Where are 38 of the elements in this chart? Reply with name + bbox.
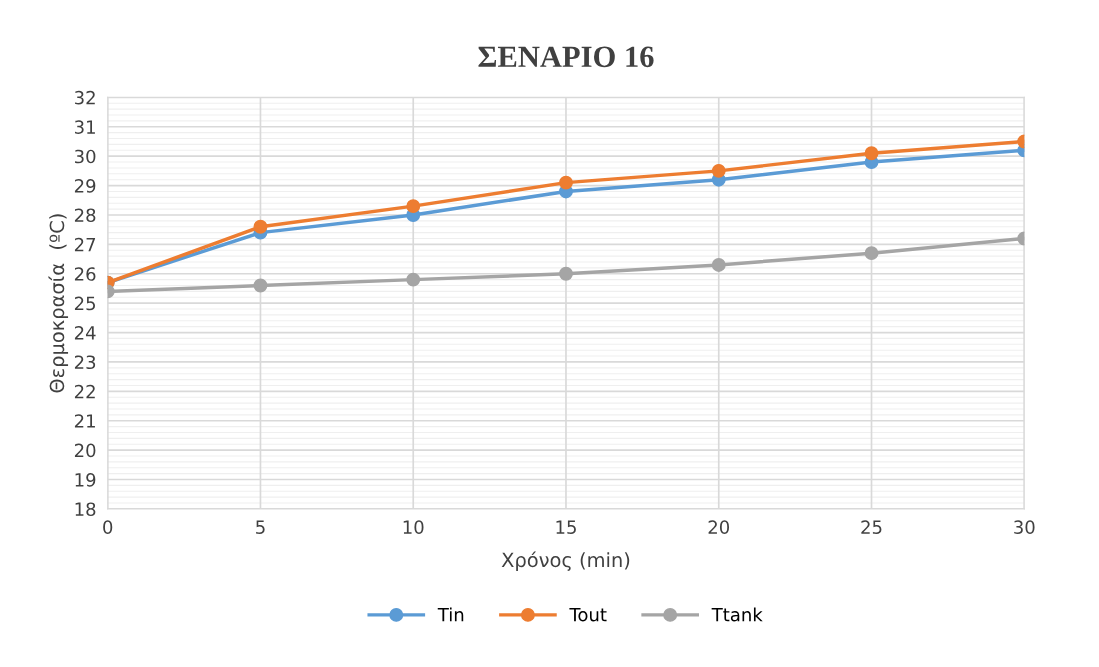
point: [406, 272, 421, 287]
y-tick-label: 21: [74, 414, 95, 428]
legend-label: Tin: [437, 607, 464, 622]
y-tick-label: 24: [74, 326, 96, 340]
x-tick-label: 10: [403, 520, 424, 535]
point: [559, 266, 573, 281]
y-tick-label: 25: [74, 296, 96, 311]
x-tick-label: 20: [708, 520, 730, 535]
y-tick-label: 27: [74, 237, 96, 252]
y-tick-label: 30: [74, 149, 96, 164]
point: [711, 257, 726, 272]
x-tick-label: 25: [861, 520, 882, 535]
chart-title: ΣΕΝΑΡΙΟ 16: [478, 46, 654, 68]
point: [559, 175, 573, 190]
x-tick-label: 5: [256, 520, 265, 535]
y-tick-label: 22: [74, 384, 95, 399]
y-tick-label: 20: [74, 443, 96, 458]
point: [864, 146, 879, 161]
y-tick-label: 28: [74, 208, 96, 223]
x-tick-label: 0: [103, 520, 113, 535]
x-tick-label: 30: [1014, 520, 1035, 535]
y-tick-label: 32: [74, 90, 95, 105]
y-tick-label: 29: [74, 179, 96, 193]
y-tick-label: 23: [74, 355, 96, 370]
y-tick-label: 31: [74, 120, 95, 134]
y-tick-label: 19: [75, 472, 96, 487]
legend-label: Tout: [569, 608, 607, 622]
point: [711, 163, 726, 178]
y-tick-label: 18: [75, 502, 96, 517]
point: [406, 199, 421, 214]
x-axis-title: Χρόνος (min): [501, 551, 630, 572]
x-tick-label: 15: [556, 520, 576, 535]
point: [253, 278, 268, 293]
y-tick-label: 26: [74, 267, 96, 281]
point: [253, 219, 268, 234]
legend-label: Ttank: [711, 607, 763, 622]
point: [864, 246, 879, 261]
y-axis-title: Θερμοκρασία (ºC): [48, 214, 69, 393]
